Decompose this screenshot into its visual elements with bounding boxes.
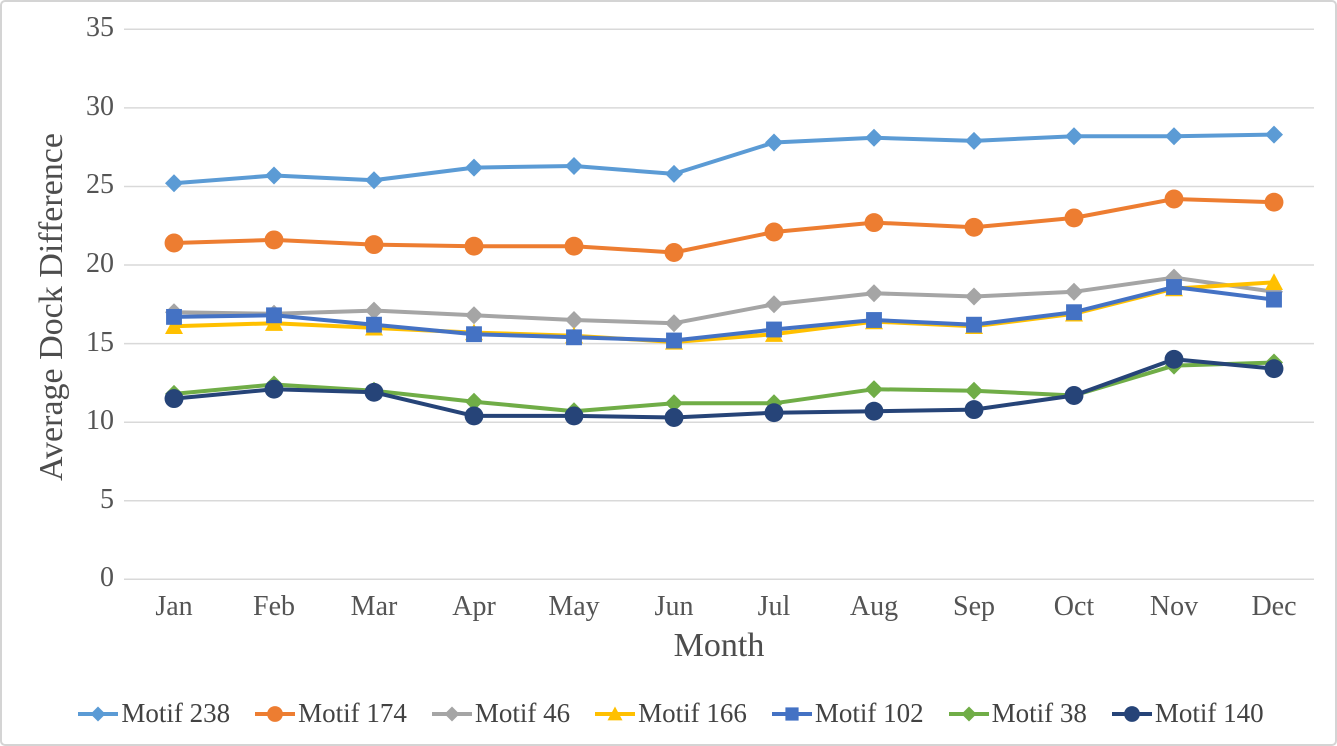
legend-key-icon bbox=[595, 706, 636, 720]
x-tick-label: Mar bbox=[350, 591, 398, 622]
y-tick-label: 5 bbox=[100, 484, 114, 515]
legend-label: Motif 38 bbox=[991, 698, 1087, 728]
y-tick-label: 20 bbox=[86, 248, 114, 279]
legend-key-icon bbox=[255, 705, 296, 722]
x-tick-label: Oct bbox=[1053, 591, 1095, 622]
y-tick-label: 15 bbox=[86, 327, 114, 358]
x-tick-label: Aug bbox=[849, 591, 899, 622]
x-tick-label: May bbox=[548, 591, 600, 622]
chart-legend: Motif 238 Motif 174 Motif 46 Motif 166 M… bbox=[2, 698, 1335, 729]
legend-item-motif-166: Motif 166 bbox=[594, 698, 747, 729]
x-tick-label: Apr bbox=[452, 591, 496, 622]
series-line-motif-102 bbox=[173, 285, 1275, 343]
series-line-motif-140 bbox=[173, 357, 1275, 420]
y-tick-label: 25 bbox=[86, 169, 114, 200]
y-tick-label: 10 bbox=[86, 405, 114, 436]
x-tick-label: Jan bbox=[155, 591, 193, 622]
legend-label: Motif 102 bbox=[814, 698, 924, 728]
legend-key-icon bbox=[771, 706, 812, 721]
legend-item-motif-140: Motif 140 bbox=[1111, 698, 1264, 729]
legend-label: Motif 46 bbox=[474, 698, 571, 728]
series-line-motif-38 bbox=[173, 360, 1275, 414]
series-line-motif-46 bbox=[173, 275, 1275, 326]
legend-label: Motif 140 bbox=[1154, 698, 1264, 728]
legend-key-icon bbox=[431, 706, 472, 721]
legend-key-icon bbox=[948, 706, 989, 721]
legend-key-icon bbox=[78, 706, 119, 721]
plot-area bbox=[124, 28, 1314, 581]
legend-item-motif-238: Motif 238 bbox=[77, 698, 230, 729]
y-tick-label: 0 bbox=[100, 562, 114, 593]
y-tick-label: 30 bbox=[86, 91, 114, 122]
x-tick-label: Nov bbox=[1149, 591, 1199, 622]
x-tick-label: Dec bbox=[1251, 591, 1297, 622]
x-tick-label: Jun bbox=[654, 591, 694, 622]
legend-label: Motif 238 bbox=[121, 698, 231, 728]
y-axis-title: Average Dock Difference bbox=[33, 133, 70, 481]
legend-item-motif-46: Motif 46 bbox=[431, 698, 570, 729]
legend-label: Motif 166 bbox=[638, 698, 747, 728]
series-line-motif-238 bbox=[173, 132, 1275, 186]
legend-item-motif-174: Motif 174 bbox=[254, 698, 407, 729]
legend-item-motif-102: Motif 102 bbox=[771, 698, 924, 729]
legend-label: Motif 174 bbox=[298, 698, 407, 728]
legend-key-icon bbox=[1111, 705, 1152, 722]
x-tick-label: Sep bbox=[953, 591, 995, 622]
x-tick-label: Jul bbox=[757, 591, 791, 622]
series-line-motif-174 bbox=[173, 197, 1275, 255]
legend-item-motif-38: Motif 38 bbox=[948, 698, 1087, 729]
x-axis-title: Month bbox=[673, 627, 765, 664]
x-tick-label: Feb bbox=[253, 591, 295, 622]
y-tick-label: 35 bbox=[86, 12, 114, 43]
